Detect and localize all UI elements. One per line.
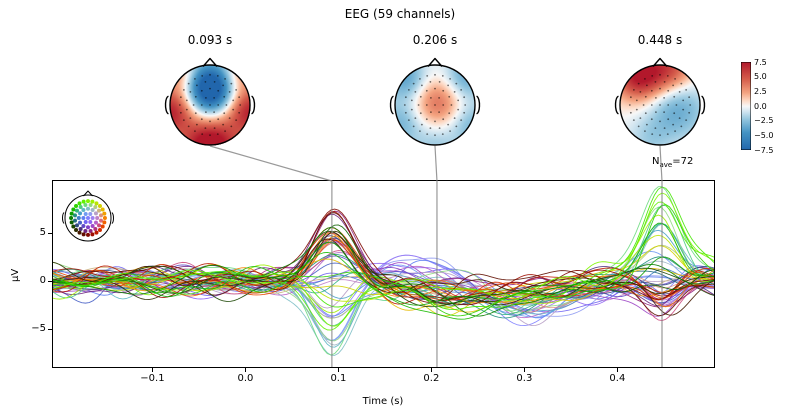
nave-value: =72 xyxy=(672,156,694,167)
colorbar-tick-label: 0.0 xyxy=(754,101,767,111)
x-tick-label: −0.1 xyxy=(140,373,165,384)
colorbar xyxy=(741,62,751,150)
y-tick-mark xyxy=(48,329,52,331)
x-tick-label: 0.1 xyxy=(330,373,347,384)
colorbar-tick-label: −5.0 xyxy=(754,130,774,140)
y-tick-label: −5 xyxy=(31,323,46,335)
x-tick-mark xyxy=(245,368,247,372)
x-tick-mark xyxy=(338,368,340,372)
y-axis-label: µV xyxy=(10,268,21,282)
figure-title: EEG (59 channels) xyxy=(344,7,456,21)
colorbar-tick-label: −7.5 xyxy=(754,145,774,155)
x-tick-mark xyxy=(524,368,526,372)
x-tick-mark xyxy=(617,368,619,372)
nave-base: N xyxy=(652,156,660,167)
x-tick-mark xyxy=(431,368,433,372)
colorbar-tick-label: 7.5 xyxy=(754,57,767,67)
x-tick-mark xyxy=(152,368,154,372)
y-tick-mark xyxy=(48,280,52,282)
colorbar-tick-label: 2.5 xyxy=(754,86,767,96)
x-tick-label: 0.2 xyxy=(423,373,440,384)
topomap-head-1 xyxy=(160,51,260,151)
topomap-head-3 xyxy=(610,51,710,151)
y-tick-label: 5 xyxy=(39,226,46,238)
colorbar-tick-label: −2.5 xyxy=(754,116,774,126)
topomap-time-label-1: 0.093 s xyxy=(187,33,233,47)
y-tick-mark xyxy=(48,232,52,234)
x-tick-label: 0.4 xyxy=(609,373,626,384)
y-tick-label: 0 xyxy=(39,274,46,286)
nave-sub: ave xyxy=(659,161,673,169)
nave-annotation: Nave=72 xyxy=(652,156,693,169)
butterfly-canvas xyxy=(52,180,715,368)
x-tick-label: 0.3 xyxy=(516,373,533,384)
colorbar-tick-label: 5.0 xyxy=(754,72,767,82)
topomap-head-2 xyxy=(385,51,485,151)
topomap-time-label-3: 0.448 s xyxy=(637,33,683,47)
x-tick-label: 0.0 xyxy=(237,373,254,384)
x-axis-label: Time (s) xyxy=(362,396,404,407)
topomap-time-label-2: 0.206 s xyxy=(412,33,458,47)
